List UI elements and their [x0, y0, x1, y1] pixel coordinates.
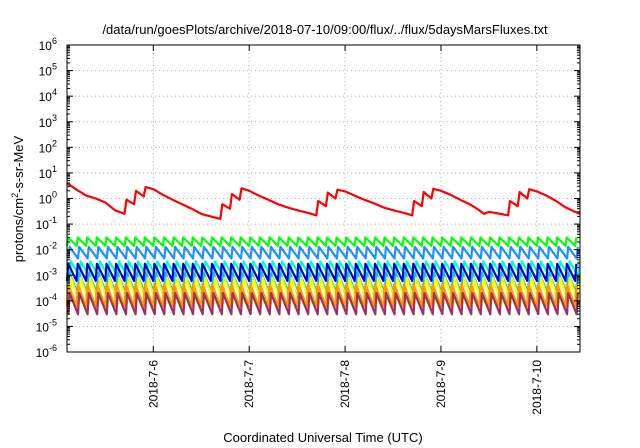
y-tick-label-exp: 4: [52, 87, 57, 97]
y-tick-label: 100: [39, 190, 57, 207]
y-tick-label: 10-2: [36, 241, 57, 258]
y-tick-label-exp: 6: [52, 36, 57, 46]
y-tick-label-exp: 3: [52, 113, 57, 123]
y-axis-label-rest: -s-sr-MeV: [11, 135, 26, 192]
y-tick-label-exp: -3: [49, 266, 57, 276]
y-tick-label-base: 10: [36, 218, 50, 232]
y-tick-label: 103: [39, 113, 57, 130]
y-tick-label: 10-1: [36, 215, 57, 232]
x-tick-label: 2018-7-8: [338, 360, 352, 408]
y-tick-label-base: 10: [36, 244, 50, 258]
x-tick-label: 2018-7-10: [530, 360, 544, 415]
y-tick-label-base: 10: [36, 269, 50, 283]
flux-series-line: [65, 236, 578, 247]
y-tick-label: 106: [39, 36, 57, 53]
y-tick-label: 10-3: [36, 266, 57, 283]
series-layer: [65, 182, 581, 316]
y-tick-label-base: 10: [39, 116, 53, 130]
y-axis-label-main: protons/cm: [11, 198, 26, 262]
y-tick-label-base: 10: [36, 320, 50, 334]
y-tick-label-exp: 1: [52, 164, 57, 174]
x-tick-label: 2018-7-9: [434, 360, 448, 408]
flux-series-line: [67, 245, 579, 260]
y-tick-label-exp: 0: [52, 190, 57, 200]
flux-series-line: [65, 283, 578, 308]
y-tick-label: 105: [39, 62, 57, 79]
y-tick-label-base: 10: [39, 193, 53, 207]
y-tick-label-base: 10: [36, 295, 50, 309]
y-tick-label: 102: [39, 138, 57, 155]
red-flux-series-line: [66, 182, 581, 220]
y-tick-label: 10-6: [36, 343, 57, 360]
y-tick-label-exp: -5: [49, 317, 57, 327]
y-tick-label-exp: 2: [52, 138, 57, 148]
y-tick-label-exp: -6: [49, 343, 57, 353]
y-tick-label: 10-5: [36, 317, 57, 334]
y-tick-label-base: 10: [39, 90, 53, 104]
chart-title: /data/run/goesPlots/archive/2018-07-10/0…: [102, 22, 548, 37]
y-tick-label-base: 10: [39, 65, 53, 79]
y-axis-label: protons/cm2-s-sr-MeV: [10, 135, 26, 262]
y-tick-label: 10-4: [36, 292, 57, 309]
y-tick-label: 101: [39, 164, 57, 181]
y-tick-label-base: 10: [39, 167, 53, 181]
y-axis-label-sup: 2: [10, 193, 20, 198]
y-axis: 10-610-510-410-310-210-11001011021031041…: [36, 36, 580, 360]
y-tick-label-exp: -4: [49, 292, 57, 302]
flux-series-line: [65, 262, 578, 282]
x-axis-label: Coordinated Universal Time (UTC): [223, 430, 422, 445]
x-tick-label: 2018-7-6: [146, 360, 160, 408]
y-tick-label-exp: 5: [52, 62, 57, 72]
y-tick-label-base: 10: [36, 346, 50, 360]
x-axis: 2018-7-6 2018-7-7 2018-7-8 2018-7-9 2018-7-1…: [146, 45, 544, 415]
y-tick-label-exp: -2: [49, 241, 57, 251]
x-tick-label: 2018-7-7: [242, 360, 256, 408]
y-tick-label-base: 10: [39, 39, 53, 53]
y-tick-label-exp: -1: [49, 215, 57, 225]
y-tick-label-base: 10: [39, 141, 53, 155]
y-tick-label: 104: [39, 87, 57, 104]
flux-series-line: [67, 292, 579, 316]
